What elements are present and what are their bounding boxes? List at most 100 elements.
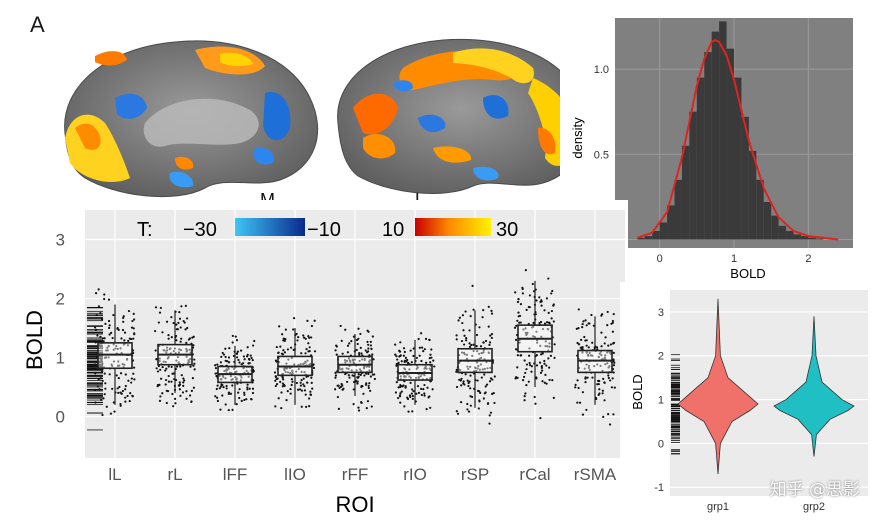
boxplot-point <box>553 356 556 359</box>
watermark: 知乎 @思影 <box>769 480 860 500</box>
boxplot-point <box>545 364 548 367</box>
boxplot-point <box>108 324 111 327</box>
boxplot-point <box>300 352 303 355</box>
boxplot-point <box>309 393 312 396</box>
boxplot-point <box>357 337 360 340</box>
histogram-x-tick: 1 <box>731 253 737 265</box>
boxplot-point <box>424 337 428 340</box>
boxplot-point <box>251 344 255 347</box>
boxplot-point <box>612 342 615 345</box>
boxplot-point <box>251 387 255 390</box>
boxplot-point <box>300 389 304 392</box>
boxplot-point <box>409 376 412 379</box>
boxplot-point <box>396 358 399 361</box>
boxplot-point <box>177 321 180 324</box>
boxplot-point <box>107 298 111 301</box>
boxplot-point <box>305 381 309 384</box>
boxplot-point <box>536 341 539 344</box>
violin-y-tick: 0 <box>658 438 664 450</box>
boxplot-point <box>225 384 228 388</box>
boxplot-point <box>410 392 413 395</box>
boxplot-point <box>465 339 468 342</box>
boxplot-point <box>608 423 612 426</box>
boxplot-point <box>613 361 616 364</box>
boxplot-point <box>187 359 190 362</box>
boxplot-point <box>119 402 122 406</box>
boxplot-point <box>312 366 316 370</box>
boxplot-point <box>214 395 217 398</box>
boxplot-point <box>246 346 249 349</box>
boxplot-point <box>460 351 464 354</box>
boxplot-point <box>290 378 293 381</box>
histogram-bar <box>689 111 697 240</box>
boxplot-point <box>129 391 132 395</box>
boxplot-point <box>517 297 520 301</box>
boxplot-point <box>528 306 531 309</box>
boxplot-point <box>235 403 238 406</box>
tmap-neg-colorbar <box>235 218 305 236</box>
boxplot-point <box>472 308 475 311</box>
boxplot-point <box>540 335 543 338</box>
boxplot-point <box>372 358 375 361</box>
boxplot-point <box>549 354 553 357</box>
boxplot-point <box>468 345 472 348</box>
boxplot-point <box>282 378 285 381</box>
tmap-pos-min: 10 <box>382 219 404 241</box>
boxplot-point <box>220 383 223 386</box>
boxplot-point <box>231 341 234 344</box>
boxplot-point <box>121 328 125 332</box>
boxplot-point <box>293 363 296 366</box>
boxplot-point <box>402 347 406 350</box>
boxplot-point <box>350 369 353 372</box>
boxplot-point <box>164 369 167 372</box>
boxplot-point <box>156 370 160 373</box>
boxplot-point <box>525 333 528 337</box>
boxplot-point <box>159 306 162 310</box>
histogram-bar <box>711 31 720 240</box>
boxplot-x-label: ROI <box>335 492 374 517</box>
boxplot-point <box>398 349 401 352</box>
boxplot-point <box>277 351 280 354</box>
boxplot-point <box>475 369 478 372</box>
boxplot-point <box>606 351 609 354</box>
histogram-bar <box>719 21 727 240</box>
brain-activation-figure: M L <box>55 28 595 210</box>
boxplot-point <box>243 393 246 396</box>
boxplot-point <box>540 365 543 368</box>
boxplot-point <box>178 388 182 391</box>
boxplot-point <box>180 337 183 340</box>
boxplot-point <box>285 362 288 365</box>
boxplot-point <box>247 357 251 361</box>
histogram-bar <box>778 225 787 240</box>
boxplot-point <box>595 397 598 401</box>
boxplot-point <box>122 320 125 323</box>
boxplot-point <box>109 412 113 415</box>
boxplot-point <box>478 357 481 360</box>
boxplot-point <box>428 395 431 398</box>
boxplot-point <box>597 379 600 382</box>
boxplot-point <box>399 401 402 404</box>
boxplot-point <box>419 332 423 335</box>
boxplot-point <box>471 284 474 287</box>
boxplot-point <box>394 353 397 356</box>
boxplot-point <box>524 269 527 272</box>
boxplot-point <box>493 401 496 405</box>
density-curve <box>636 38 839 241</box>
boxplot-point <box>584 380 587 384</box>
boxplot-point <box>346 351 350 354</box>
boxplot-point <box>423 373 426 377</box>
boxplot-point <box>528 364 532 367</box>
boxplot-point <box>112 313 115 317</box>
boxplot-point <box>352 358 355 361</box>
boxplot-point <box>173 347 176 350</box>
violin-chart: grp1 grp2 -1 0 1 2 3 BOLD <box>620 282 872 522</box>
boxplot-point <box>464 310 467 313</box>
boxplot-point <box>123 339 126 342</box>
boxplot-point <box>302 336 306 339</box>
boxplot-point <box>334 376 337 379</box>
boxplot-point <box>519 302 523 306</box>
boxplot-point <box>360 401 363 404</box>
boxplot-point <box>369 344 373 347</box>
boxplot-point <box>399 354 402 357</box>
